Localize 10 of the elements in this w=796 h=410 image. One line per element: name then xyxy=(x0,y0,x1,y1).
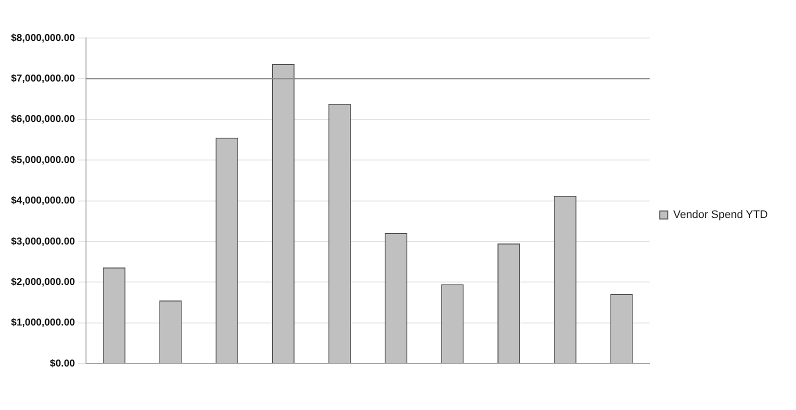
y-tick-label: $7,000,000.00 xyxy=(10,73,76,84)
y-tick-label: $3,000,000.00 xyxy=(10,236,76,248)
y-tick-label: $8,000,000.00 xyxy=(10,32,76,44)
y-tick-label: $4,000,000.00 xyxy=(10,196,76,207)
y-tick-label: $5,000,000.00 xyxy=(10,154,76,166)
legend-label: Vendor Spend YTD xyxy=(673,209,768,222)
y-tick-label: $1,000,000.00 xyxy=(10,318,76,329)
y-tick-label: $2,000,000.00 xyxy=(10,276,76,288)
y-tick-label: $6,000,000.00 xyxy=(10,114,76,126)
y-tick-label: $0.00 xyxy=(50,358,76,370)
